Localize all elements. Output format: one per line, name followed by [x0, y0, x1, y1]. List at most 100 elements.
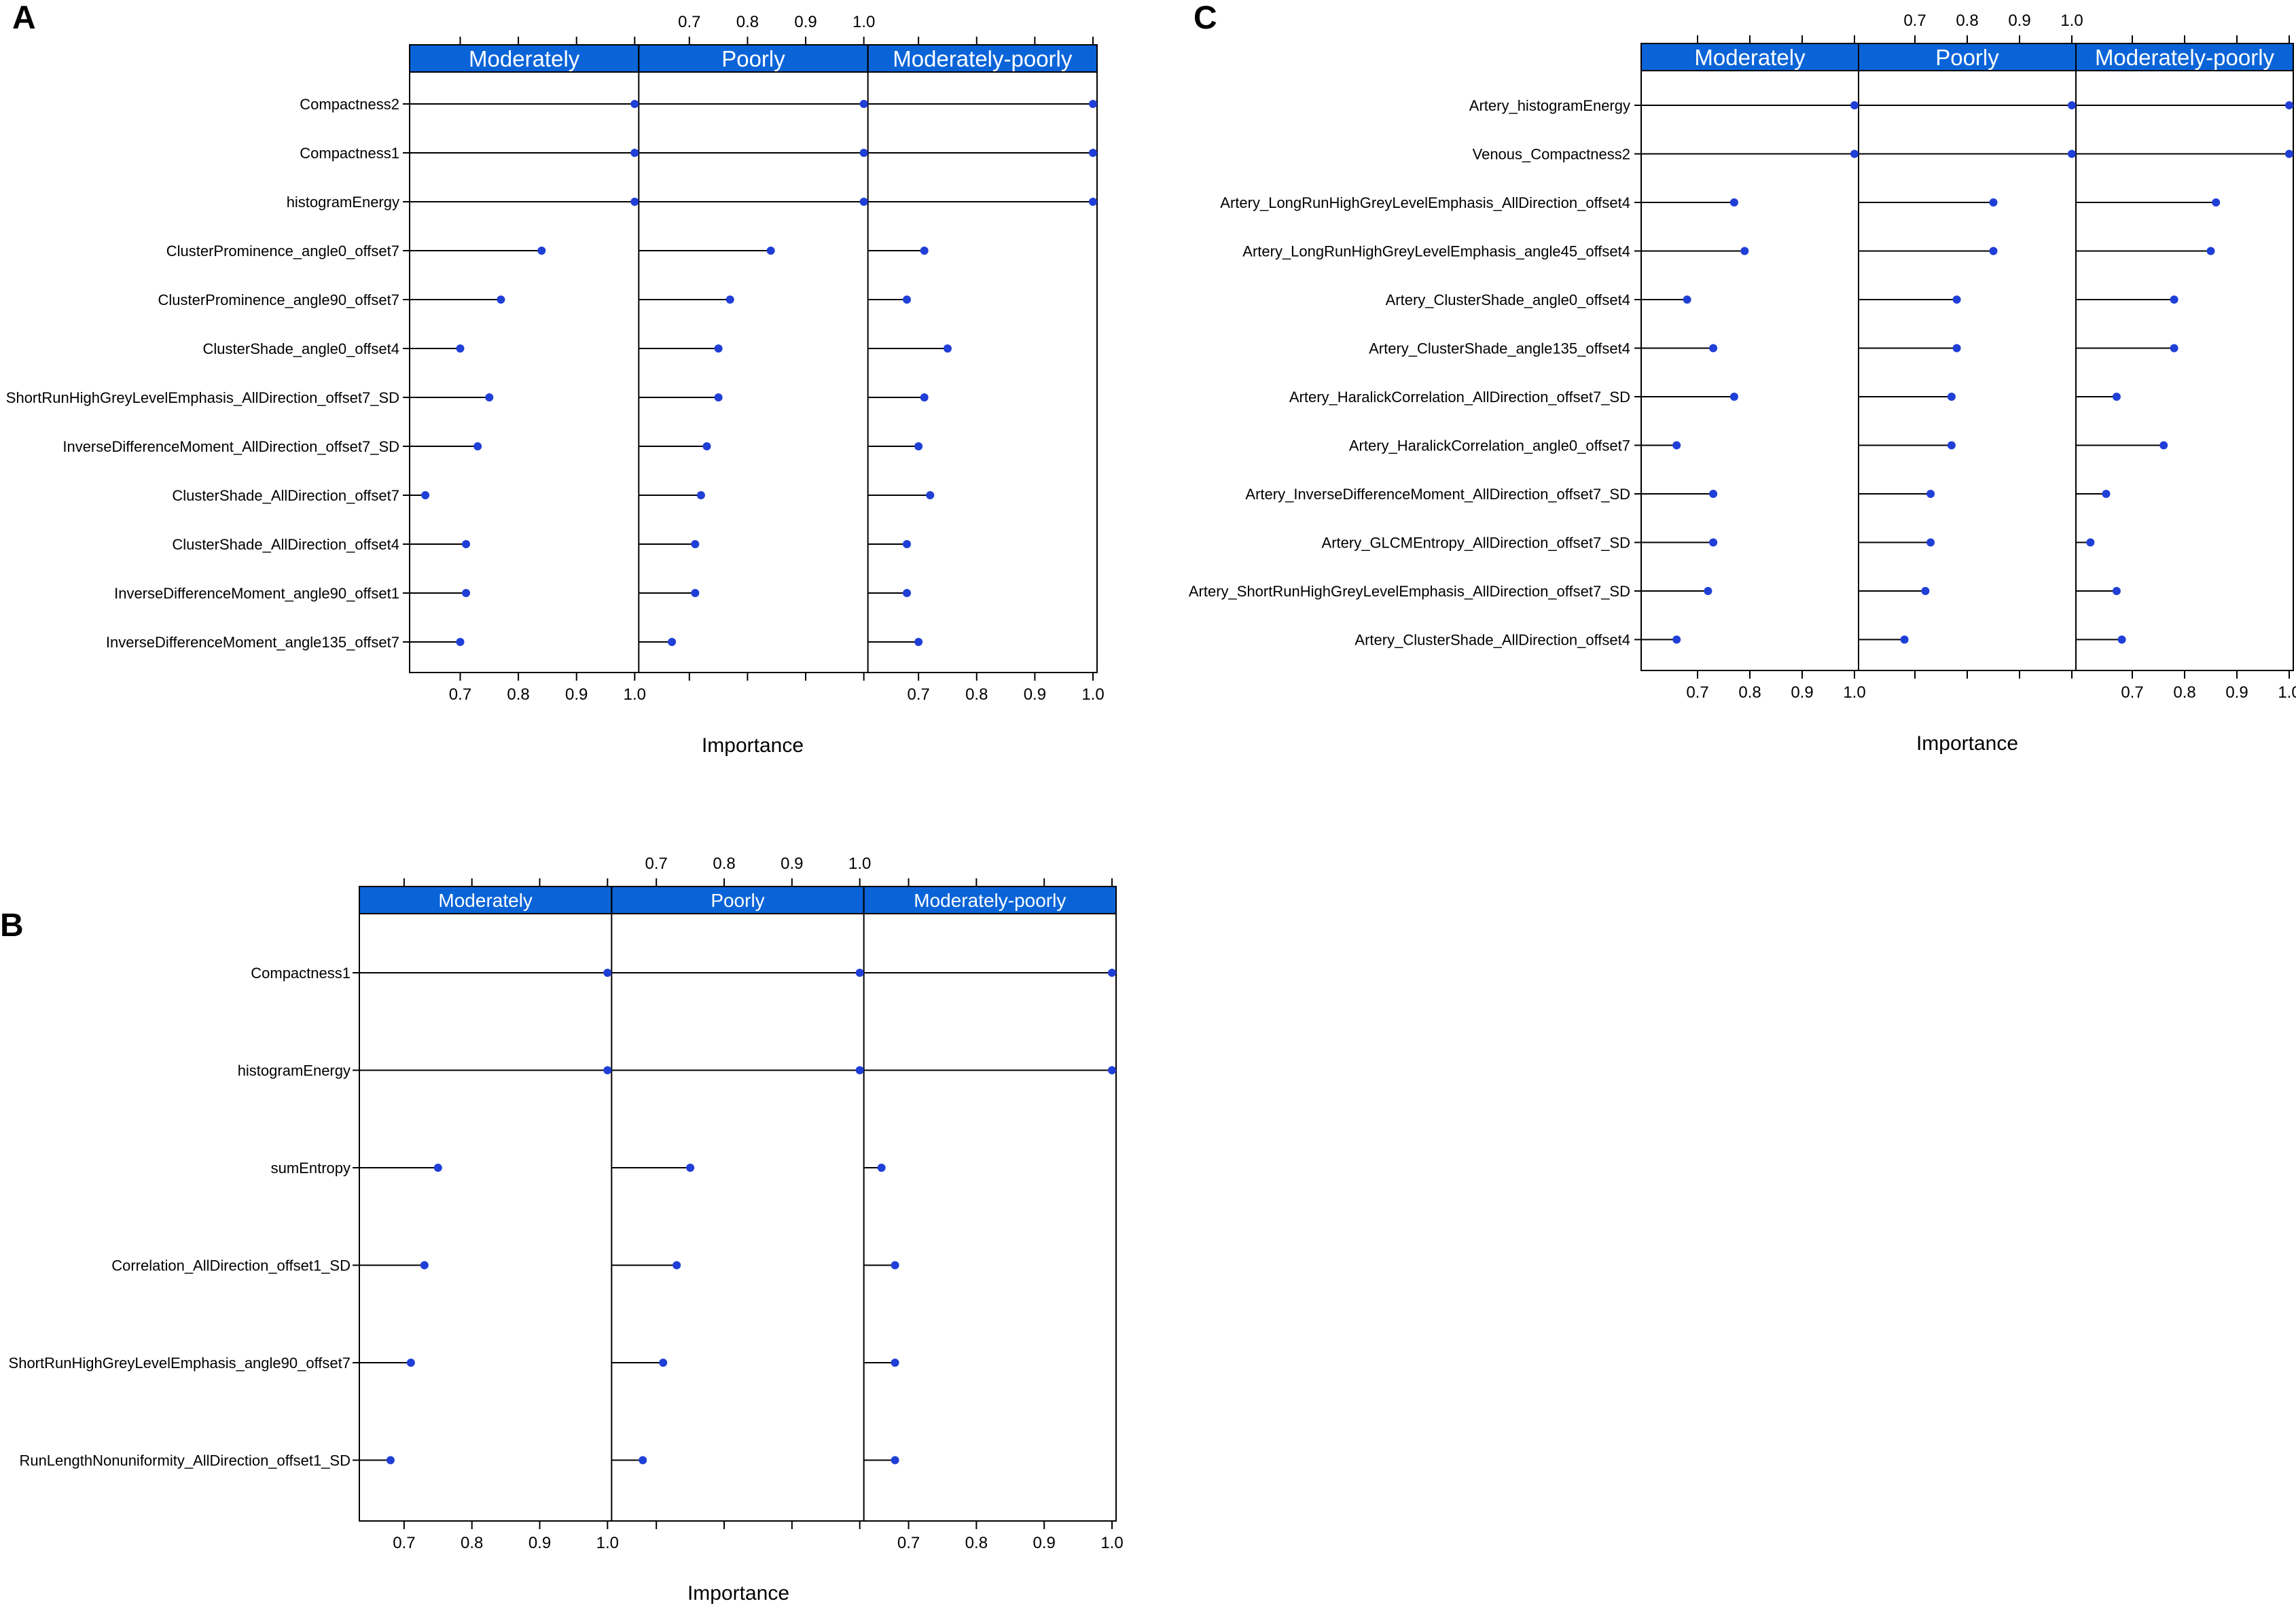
importance-point [1672, 635, 1681, 644]
importance-point [421, 491, 430, 499]
feature-label: Artery_ShortRunHighGreyLevelEmphasis_All… [1189, 583, 1630, 600]
importance-point [1900, 635, 1909, 644]
x-tick-label: 0.7 [2121, 683, 2143, 702]
importance-point [2086, 538, 2095, 547]
importance-point [714, 344, 723, 353]
importance-point [406, 1359, 415, 1367]
feature-label: ClusterShade_AllDirection_offset7 [172, 487, 399, 504]
importance-point [668, 638, 677, 646]
importance-point [1740, 247, 1749, 255]
x-tick-label: 0.9 [1024, 685, 1046, 704]
importance-point [1850, 101, 1859, 109]
panel-strip-label: Moderately [1694, 45, 1806, 70]
chart-a: A Moderately 0.7 0.8 0.9 1.0 Poorly 0.7 0.8 0.9 1.… [6, 0, 1105, 757]
panel-strip-label: Moderately-poorly [893, 46, 1073, 71]
x-tick-label: 0.9 [565, 685, 588, 704]
feature-label: Artery_ClusterShade_angle135_offset4 [1369, 340, 1630, 357]
importance-point [1729, 393, 1738, 401]
importance-point [691, 589, 700, 597]
importance-point [420, 1261, 429, 1270]
importance-point [2170, 344, 2178, 353]
importance-point [1926, 538, 1935, 547]
importance-point [766, 247, 775, 255]
importance-point [1709, 344, 1718, 353]
panel-strip-label: Moderately [469, 46, 580, 71]
feature-label: Compactness1 [300, 145, 399, 162]
chart-frame [359, 886, 1117, 1522]
feature-label: InverseDifferenceMoment_AllDirection_off… [62, 438, 399, 455]
feature-label: ClusterShade_angle0_offset4 [203, 340, 399, 357]
importance-point [943, 344, 952, 353]
importance-point [630, 198, 639, 206]
importance-point [696, 491, 705, 499]
x-tick-label-top: 0.9 [794, 13, 817, 31]
importance-point [456, 638, 465, 646]
x-tick-label: 1.0 [1843, 683, 1865, 702]
panel-strip-label: Moderately-poorly [914, 890, 1066, 911]
importance-point [462, 589, 471, 597]
importance-point [2102, 490, 2111, 498]
feature-label: Compactness1 [251, 965, 351, 982]
importance-point [1089, 149, 1097, 157]
chart-frame [409, 44, 1098, 673]
chart-frame [1640, 43, 2294, 671]
importance-point [497, 295, 505, 304]
feature-label: Artery_HaralickCorrelation_AllDirection_… [1289, 389, 1630, 406]
feature-label: Artery_LongRunHighGreyLevelEmphasis_AllD… [1220, 194, 1630, 211]
chart-c: C Moderately 0.7 0.8 0.9 1.0 Poorly 0.7 0.8 0.9 1.… [1189, 0, 2296, 755]
feature-label: ClusterProminence_angle0_offset7 [166, 243, 399, 259]
feature-label: ClusterProminence_angle90_offset7 [158, 291, 400, 308]
importance-point [2206, 247, 2215, 255]
importance-point [2112, 393, 2121, 401]
feature-label: Artery_HaralickCorrelation_angle0_offset… [1349, 437, 1630, 454]
importance-point [920, 247, 929, 255]
x-tick-label-top: 1.0 [848, 855, 871, 873]
feature-label: Artery_InverseDifferenceMoment_AllDirect… [1245, 486, 1630, 503]
importance-point [725, 295, 734, 304]
importance-point [914, 442, 923, 450]
importance-point [485, 393, 494, 401]
feature-label: Artery_ClusterShade_AllDirection_offset4 [1355, 632, 1630, 649]
x-tick-label: 0.9 [2225, 683, 2248, 702]
importance-point [891, 1261, 899, 1270]
x-axis-label: Importance [702, 734, 804, 757]
importance-point [2212, 198, 2221, 207]
importance-point [1989, 198, 1998, 207]
panel-strip-label: Moderately-poorly [2095, 45, 2275, 70]
importance-point [1952, 295, 1961, 304]
x-tick-label-top: 0.7 [645, 855, 668, 873]
feature-label: InverseDifferenceMoment_angle135_offset7 [106, 634, 399, 651]
importance-point [1989, 247, 1998, 255]
importance-point [1850, 149, 1859, 158]
x-tick-label-top: 0.7 [678, 13, 700, 31]
x-tick-label-top: 1.0 [2060, 12, 2083, 30]
importance-point [2068, 149, 2076, 158]
importance-point [1952, 344, 1961, 353]
importance-point [903, 540, 912, 548]
importance-point [859, 198, 868, 206]
x-tick-label: 0.8 [1738, 683, 1761, 702]
feature-label: Compactness2 [300, 96, 399, 113]
importance-point [2112, 587, 2121, 595]
importance-point [1921, 587, 1930, 595]
importance-point [2285, 149, 2293, 158]
feature-label: Venous_Compactness2 [1473, 146, 1630, 163]
importance-point [1947, 441, 1956, 450]
feature-label: ShortRunHighGreyLevelEmphasis_AllDirecti… [6, 389, 399, 406]
x-tick-label-top: 0.8 [713, 855, 735, 873]
x-tick-label: 0.7 [1686, 683, 1708, 702]
importance-point [1926, 490, 1935, 498]
x-tick-label: 1.0 [1100, 1534, 1123, 1552]
importance-point [1709, 538, 1718, 547]
x-tick-label: 0.8 [965, 685, 988, 704]
importance-point [462, 540, 471, 548]
importance-point [1947, 393, 1956, 401]
importance-point [603, 1066, 612, 1075]
importance-point [1729, 198, 1738, 207]
x-tick-label: 1.0 [2278, 683, 2296, 702]
importance-point [2159, 441, 2168, 450]
x-tick-label-top: 1.0 [853, 13, 875, 31]
importance-point [914, 638, 923, 646]
panel-strip [2075, 43, 2294, 71]
x-tick-label: 0.9 [528, 1534, 551, 1552]
